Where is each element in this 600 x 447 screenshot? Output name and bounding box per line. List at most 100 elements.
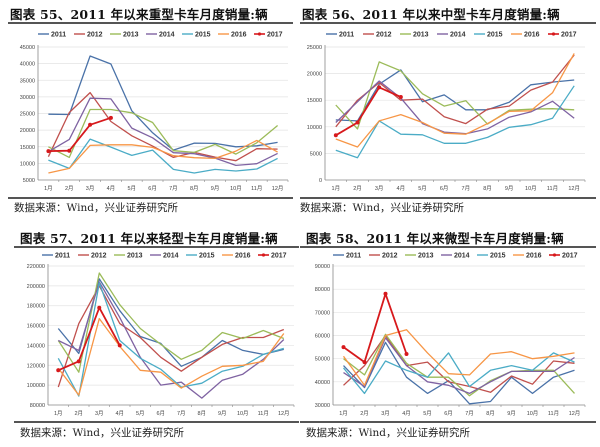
y-axis: 0 5000 10000 15000 20000 25000 — [307, 45, 585, 184]
series-line-2011 — [335, 69, 575, 122]
legend-marker — [261, 253, 266, 257]
legend-item-2011: 2011 — [326, 32, 354, 39]
y-tick-label: 20000 — [307, 72, 322, 78]
legend-item-2011: 2011 — [38, 32, 66, 39]
legend-label: 2017 — [561, 32, 577, 39]
series-line-2015 — [48, 138, 278, 174]
x-tick-label: 6月 — [440, 185, 449, 192]
x-tick-label: 8月 — [190, 185, 199, 192]
legend-item-2015: 2015 — [477, 253, 506, 260]
series-line-2013 — [57, 272, 285, 373]
x-tick-label: 1月 — [44, 185, 53, 192]
legend-label: 2012 — [376, 32, 392, 39]
series-line-2017 — [48, 116, 112, 152]
chart-heavy-truck: 2011 2012 2013 2014 2015 2016 2017 5000 10000 150… — [20, 32, 289, 192]
series-line-2013 — [48, 108, 279, 159]
x-tick-label: 4月 — [397, 185, 406, 192]
series-line-2017 — [57, 306, 121, 372]
x-tick-label: 12月 — [272, 185, 284, 192]
title-rule — [300, 246, 596, 248]
x-tick-label: 2月 — [65, 185, 74, 192]
legend-label: 2015 — [199, 253, 215, 260]
x-tick-label: 9月 — [507, 410, 516, 417]
x-tick-label: 5月 — [127, 185, 136, 192]
series-2011 — [335, 69, 575, 122]
data-point — [377, 85, 382, 90]
x-tick-label: 10月 — [527, 410, 539, 417]
x-tick-label: 3月 — [381, 410, 390, 417]
legend-label: 2011 — [51, 32, 66, 39]
y-tick-label: 70000 — [315, 310, 330, 316]
x-tick-label: 1月 — [332, 185, 341, 192]
y-tick-label: 60000 — [315, 334, 330, 340]
x-tick-label: 5月 — [136, 410, 145, 417]
source-note: 数据来源：Wind，兴业证券研究所 — [306, 427, 470, 439]
series-2014 — [48, 97, 278, 167]
y-tick-label: 140000 — [27, 343, 45, 349]
x-tick-label: 6月 — [156, 410, 165, 417]
series-line-2012 — [57, 285, 285, 388]
legend-label: 2017 — [562, 253, 578, 260]
legend-label: 2016 — [231, 32, 247, 39]
series-line-2015 — [335, 85, 575, 159]
data-point — [333, 133, 338, 138]
x-tick-label: 4月 — [107, 185, 116, 192]
x-axis: 1月 2月 3月 4月 5月 6月 7月 8月 9月 10月 11月 12月 — [332, 180, 586, 192]
y-tick-label: 50000 — [315, 357, 330, 363]
legend-label: 2016 — [526, 253, 542, 260]
legend-item-2011: 2011 — [42, 253, 70, 260]
x-tick-label: 11月 — [548, 410, 559, 417]
x-tick-label: 12月 — [568, 185, 580, 192]
x-axis: 1月 2月 3月 4月 5月 6月 7月 8月 9月 10月 11月 12月 — [44, 180, 289, 192]
y-tick-label: 25000 — [307, 45, 322, 51]
source-rule — [300, 421, 596, 423]
x-tick-label: 9月 — [218, 410, 227, 417]
legend: 2011 2012 2013 2014 2015 2016 2017 — [326, 32, 577, 39]
legend-item-2014: 2014 — [441, 253, 470, 260]
series-2011 — [48, 55, 278, 151]
series-2014 — [343, 337, 575, 395]
title-rule — [300, 22, 596, 24]
y-tick-label: 5000 — [23, 178, 35, 184]
legend: 2011 2012 2013 2014 2015 2016 2017 — [42, 253, 287, 260]
legend-label: 2012 — [382, 253, 398, 260]
series-2017 — [333, 85, 403, 138]
data-point — [67, 148, 72, 153]
series-line-2016 — [342, 329, 575, 386]
legend-item-2017: 2017 — [254, 32, 283, 39]
series-line-2014 — [58, 281, 285, 399]
series-line-2011 — [48, 55, 278, 151]
series-line-2016 — [335, 53, 575, 148]
series-2016 — [335, 53, 575, 148]
x-tick-label: 2月 — [74, 410, 83, 417]
series-line-2017 — [335, 86, 402, 137]
legend-item-2015: 2015 — [474, 32, 503, 39]
data-point — [117, 343, 122, 348]
series-line-2013 — [343, 333, 575, 397]
x-axis: 1月 2月 3月 4月 5月 6月 7月 8月 9月 10月 11月 12月 — [54, 405, 295, 417]
x-tick-label: 11月 — [547, 185, 558, 192]
legend-item-2013: 2013 — [114, 253, 143, 260]
y-tick-label: 30000 — [315, 403, 330, 409]
source-rule — [8, 197, 293, 199]
x-tick-label: 10月 — [237, 410, 249, 417]
data-point — [404, 352, 409, 357]
data-point — [362, 360, 367, 365]
chart-title: 图表 57、2011 年以来轻型卡车月度销量:辆 — [20, 231, 278, 246]
x-tick-label: 7月 — [177, 410, 186, 417]
data-point — [398, 95, 403, 100]
legend-item-2015: 2015 — [186, 253, 215, 260]
y-tick-label: 90000 — [315, 264, 330, 270]
legend-label: 2011 — [55, 253, 70, 260]
data-point — [108, 115, 113, 120]
legend-item-2016: 2016 — [513, 253, 542, 260]
legend-label: 2017 — [271, 253, 287, 260]
data-point — [88, 122, 93, 127]
legend-item-2011: 2011 — [333, 253, 361, 260]
series-2013 — [48, 108, 279, 159]
chart-title: 图表 58、2011 年以来微型卡车月度销量:辆 — [306, 231, 564, 246]
legend-item-2016: 2016 — [218, 32, 247, 39]
legend-label: 2014 — [159, 32, 175, 39]
x-tick-label: 1月 — [339, 410, 348, 417]
y-tick-label: 45000 — [20, 45, 35, 51]
